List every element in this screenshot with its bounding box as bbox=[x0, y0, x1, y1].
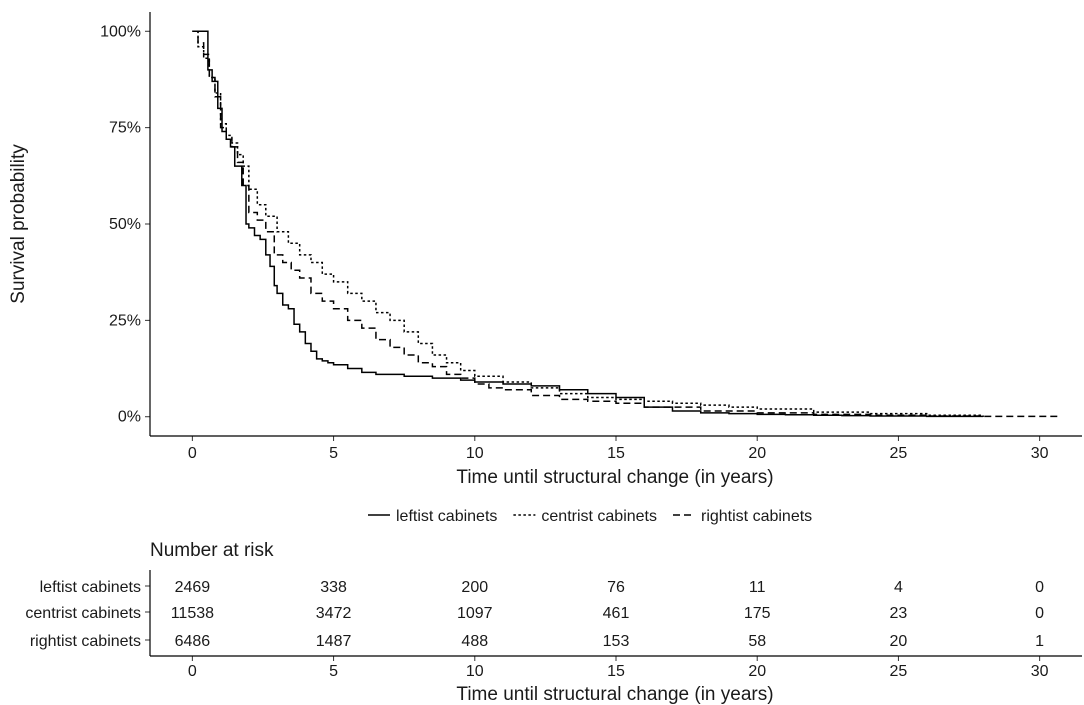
legend-label: centrist cabinets bbox=[541, 508, 657, 525]
legend-label: rightist cabinets bbox=[701, 508, 812, 525]
survival-plot: Survival probability 0% 25% 50% 75% 100% 0 5 1… bbox=[8, 12, 1082, 488]
risk-value: 200 bbox=[461, 579, 488, 596]
x-tick-label: 5 bbox=[329, 445, 338, 462]
risk-table-x-axis-title: Time until structural change (in years) bbox=[456, 684, 773, 705]
risk-value: 1097 bbox=[457, 605, 493, 622]
curve-centrist-cabinets bbox=[192, 30, 984, 417]
legend-label: leftist cabinets bbox=[396, 508, 497, 525]
risk-value: 11538 bbox=[171, 605, 214, 622]
risk-x-tick-label: 20 bbox=[748, 663, 766, 680]
risk-table-x-axis: 0 5 10 15 20 25 30 bbox=[188, 656, 1049, 680]
risk-value: 175 bbox=[744, 605, 771, 622]
risk-row-label: leftist cabinets bbox=[40, 579, 141, 596]
risk-value: 20 bbox=[890, 633, 908, 650]
risk-value: 461 bbox=[603, 605, 630, 622]
y-tick-label: 0% bbox=[118, 409, 141, 426]
risk-row-label: rightist cabinets bbox=[30, 633, 141, 650]
x-axis: 0 5 10 15 20 25 30 bbox=[188, 436, 1049, 462]
y-tick-label: 25% bbox=[109, 312, 141, 329]
risk-value: 338 bbox=[320, 579, 347, 596]
risk-value: 0 bbox=[1035, 605, 1044, 622]
y-tick-label: 100% bbox=[100, 23, 141, 40]
x-tick-label: 30 bbox=[1031, 445, 1049, 462]
x-tick-label: 20 bbox=[748, 445, 766, 462]
risk-value: 23 bbox=[890, 605, 908, 622]
y-axis: 0% 25% 50% 75% 100% bbox=[100, 23, 150, 426]
x-tick-label: 25 bbox=[890, 445, 908, 462]
risk-x-tick-label: 30 bbox=[1031, 663, 1049, 680]
risk-value: 3472 bbox=[316, 605, 352, 622]
risk-value: 488 bbox=[461, 633, 488, 650]
risk-row-label: centrist cabinets bbox=[25, 605, 141, 622]
y-tick-label: 50% bbox=[109, 216, 141, 233]
curve-leftist-cabinets bbox=[192, 30, 984, 418]
x-tick-label: 10 bbox=[466, 445, 484, 462]
risk-value: 153 bbox=[603, 633, 630, 650]
curve-rightist-cabinets bbox=[192, 30, 1061, 418]
risk-x-tick-label: 25 bbox=[890, 663, 908, 680]
x-tick-label: 15 bbox=[607, 445, 625, 462]
legend: leftist cabinets centrist cabinets rightis… bbox=[368, 508, 812, 525]
risk-x-tick-label: 0 bbox=[188, 663, 197, 680]
risk-x-tick-label: 10 bbox=[466, 663, 484, 680]
x-axis-title: Time until structural change (in years) bbox=[456, 467, 773, 488]
risk-x-tick-label: 5 bbox=[329, 663, 338, 680]
risk-value: 58 bbox=[748, 633, 766, 650]
risk-value: 1 bbox=[1035, 633, 1044, 650]
risk-value: 2469 bbox=[175, 579, 211, 596]
y-tick-label: 75% bbox=[109, 120, 141, 137]
y-axis-title: Survival probability bbox=[8, 144, 29, 304]
survival-curves bbox=[192, 30, 1061, 418]
risk-value: 76 bbox=[607, 579, 625, 596]
risk-value: 0 bbox=[1035, 579, 1044, 596]
risk-x-tick-label: 15 bbox=[607, 663, 625, 680]
risk-table: Number at risk leftist cabinets 2469 338 20… bbox=[25, 540, 1082, 705]
risk-table-title: Number at risk bbox=[150, 540, 274, 561]
risk-value: 11 bbox=[749, 579, 766, 596]
x-tick-label: 0 bbox=[188, 445, 197, 462]
risk-value: 6486 bbox=[175, 633, 211, 650]
risk-value: 1487 bbox=[316, 633, 352, 650]
risk-table-rows: leftist cabinets 2469 338 200 76 11 4 0centrist… bbox=[25, 579, 1044, 650]
risk-value: 4 bbox=[894, 579, 903, 596]
